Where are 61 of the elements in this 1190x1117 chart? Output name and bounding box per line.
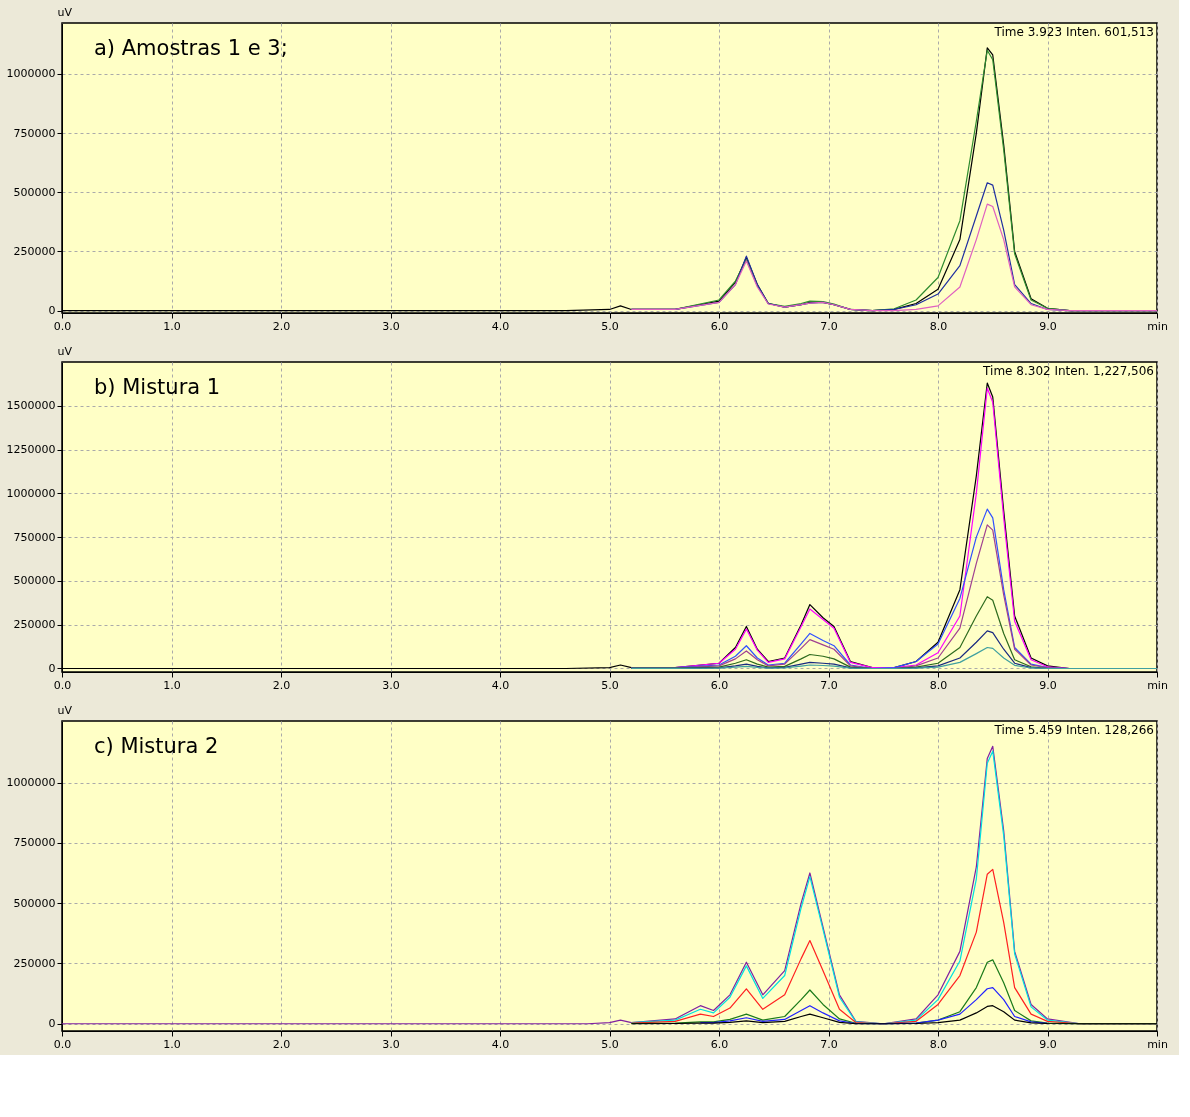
text: c) Mistura 2 xyxy=(94,734,219,758)
y-tick-label: 750000 xyxy=(13,126,56,140)
x-tick-label: 6.0 xyxy=(710,1037,729,1051)
x-tick-label: 2.0 xyxy=(272,1037,291,1051)
x-tick-label: 3.0 xyxy=(382,1037,400,1051)
annotation: Time 3.923 Inten. 601,513 xyxy=(993,25,1154,39)
line-series xyxy=(630,203,1157,312)
annotation: Time 8.302 Inten. 1,227,506 xyxy=(982,364,1154,378)
x-tick-label: 8.0 xyxy=(929,678,948,692)
x-tick-label: 3.0 xyxy=(382,678,400,692)
y-axis-title: uV xyxy=(57,344,73,358)
y-tick-label: 500000 xyxy=(13,185,56,199)
x-tick-label: 1.0 xyxy=(163,678,181,692)
x-tick-label: 5.0 xyxy=(601,678,619,692)
y-tick-label: 750000 xyxy=(13,530,56,544)
x-tick-label: 1.0 xyxy=(163,319,181,333)
x-tick-label: 9.0 xyxy=(1039,319,1057,333)
y-tick-label: 250000 xyxy=(13,956,56,970)
y-tick-label: 1500000 xyxy=(6,399,56,413)
x-tick-label: 0.0 xyxy=(53,319,72,333)
y-tick-label: 250000 xyxy=(13,244,56,258)
y-axis-title: uV xyxy=(57,5,73,19)
x-tick-label: 8.0 xyxy=(929,1037,948,1051)
y-tick-label: 0 xyxy=(48,304,56,318)
annotation: Time 5.459 Inten. 128,266 xyxy=(993,723,1154,737)
x-tick-label: 0.0 xyxy=(53,678,72,692)
x-tick-label: 7.0 xyxy=(820,319,838,333)
x-tick-label: min xyxy=(1147,319,1168,333)
text: a) Amostras 1 e 3; xyxy=(94,36,288,60)
y-tick-label: 500000 xyxy=(13,574,56,588)
x-tick-label: 6.0 xyxy=(710,319,729,333)
y-tick-label: 1000000 xyxy=(6,486,56,500)
x-tick-label: min xyxy=(1147,678,1168,692)
x-tick-label: 2.0 xyxy=(272,678,291,692)
x-tick-label: 8.0 xyxy=(929,319,948,333)
y-tick-label: 1000000 xyxy=(6,67,56,81)
y-axis-title: uV xyxy=(57,703,73,717)
x-tick-label: 5.0 xyxy=(601,1037,619,1051)
x-tick-label: min xyxy=(1147,1037,1168,1051)
x-tick-label: 4.0 xyxy=(491,319,510,333)
x-tick-label: 9.0 xyxy=(1039,1037,1057,1051)
x-tick-label: 1.0 xyxy=(163,1037,181,1051)
y-tick-label: 500000 xyxy=(13,896,56,910)
x-tick-label: 0.0 xyxy=(53,1037,72,1051)
text: b) Mistura 1 xyxy=(94,375,221,399)
y-tick-label: 0 xyxy=(48,662,56,675)
y-tick-label: 750000 xyxy=(13,836,56,850)
x-tick-label: 5.0 xyxy=(601,319,619,333)
x-tick-label: 4.0 xyxy=(491,1037,510,1051)
x-tick-label: 6.0 xyxy=(710,678,729,692)
x-tick-label: 4.0 xyxy=(491,678,510,692)
line-series xyxy=(630,646,1157,670)
x-tick-label: 7.0 xyxy=(820,1037,838,1051)
x-tick-label: 9.0 xyxy=(1039,678,1057,692)
x-tick-label: 2.0 xyxy=(272,319,291,333)
x-tick-label: 3.0 xyxy=(382,319,400,333)
y-tick-label: 1000000 xyxy=(6,776,56,790)
x-tick-label: 7.0 xyxy=(820,678,838,692)
y-tick-label: 0 xyxy=(48,1017,56,1031)
y-tick-label: 1250000 xyxy=(6,443,56,457)
y-tick-label: 250000 xyxy=(13,618,56,632)
